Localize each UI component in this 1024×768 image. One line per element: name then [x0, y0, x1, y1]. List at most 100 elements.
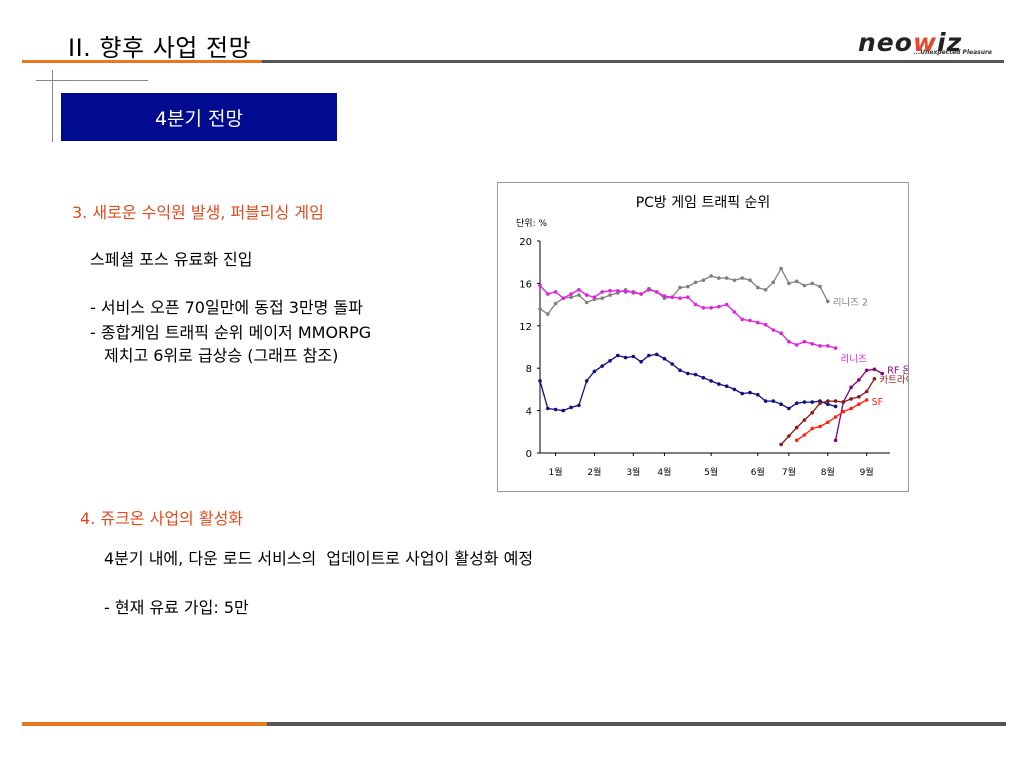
- logo-tagline: ...Unexpected Pleasure: [913, 49, 992, 56]
- data-point: [802, 418, 807, 422]
- data-point: [841, 409, 846, 414]
- y-tick-label: 0: [526, 449, 532, 460]
- data-point: [678, 296, 682, 300]
- data-point: [584, 300, 589, 305]
- x-tick-label: 2월: [587, 466, 601, 478]
- data-point: [724, 384, 729, 388]
- data-point: [686, 295, 690, 299]
- data-point: [740, 391, 744, 396]
- x-tick-label: 6월: [751, 466, 765, 478]
- data-point: [818, 424, 822, 429]
- data-point: [872, 367, 877, 372]
- data-point: [701, 375, 706, 380]
- data-point: [538, 307, 542, 311]
- data-point: [779, 331, 783, 335]
- data-point: [756, 392, 760, 397]
- data-point: [577, 288, 581, 292]
- data-point: [678, 285, 682, 290]
- data-point: [561, 408, 566, 413]
- data-point: [654, 352, 659, 357]
- data-point: [841, 400, 846, 404]
- data-point: [748, 318, 752, 323]
- x-tick-label: 1월: [549, 466, 563, 478]
- data-point: [553, 290, 558, 294]
- data-point: [763, 288, 768, 292]
- data-point: [771, 399, 776, 403]
- data-point: [592, 369, 597, 374]
- y-tick-label: 20: [519, 237, 532, 248]
- data-point: [600, 364, 604, 368]
- data-point: [693, 372, 698, 377]
- section4-line-2: - 현재 유료 가입: 5만: [104, 598, 249, 617]
- data-point: [717, 382, 721, 386]
- data-point: [763, 399, 768, 403]
- series-line-4: [780, 378, 875, 445]
- section4-line-1: 4분기 내에, 다운 로드 서비스의 업데이트로 사업이 활성화 예정: [104, 549, 534, 568]
- data-point: [577, 403, 581, 408]
- data-point: [794, 425, 799, 430]
- series-line-0: [539, 267, 829, 315]
- page-title: II. 향후 사업 전망: [68, 34, 252, 62]
- section3-bullet-2-continued: 제치고 6위로 급상승 (그래프 참조): [104, 346, 339, 365]
- traffic-chart: PC방 게임 트래픽 순위 단위: % 0 4 8 12 16 20 1월 2월 3월 4월 5월 6월 7…: [497, 182, 929, 492]
- series-line-5: [796, 399, 868, 441]
- data-point: [631, 354, 636, 359]
- data-point: [810, 426, 814, 431]
- data-point: [826, 344, 830, 348]
- series-label: 카트라이더: [879, 375, 908, 386]
- data-point: [849, 397, 853, 401]
- section3-bullet-1: - 서비스 오픈 70일만에 동접 3만명 돌파: [90, 298, 363, 317]
- data-point: [662, 356, 667, 361]
- data-point: [771, 328, 776, 332]
- data-point: [810, 342, 814, 346]
- data-point: [740, 317, 744, 322]
- data-point: [569, 295, 573, 299]
- data-point: [833, 404, 838, 409]
- data-point: [810, 410, 814, 415]
- series-label: 리니즈 2: [833, 297, 868, 308]
- data-point: [794, 343, 799, 347]
- data-point: [756, 320, 760, 325]
- data-point: [802, 339, 807, 344]
- data-point: [670, 362, 674, 366]
- data-point: [849, 406, 853, 411]
- data-point: [701, 278, 706, 282]
- data-point: [826, 402, 830, 406]
- data-point: [709, 274, 713, 278]
- x-tick-label: 3월: [626, 466, 640, 478]
- y-tick-label: 12: [519, 322, 532, 333]
- data-point: [538, 283, 542, 288]
- data-point: [864, 398, 869, 402]
- data-point: [826, 299, 830, 304]
- section3-heading: 3. 새로운 수익원 발생, 퍼블리싱 게임: [72, 203, 324, 222]
- decorative-cross-horizontal: [36, 80, 148, 81]
- data-point: [623, 290, 628, 294]
- data-point: [724, 302, 729, 307]
- data-point: [857, 395, 861, 399]
- data-point: [864, 368, 869, 373]
- series-label: 리니즈: [841, 354, 867, 365]
- data-point: [794, 438, 799, 443]
- data-point: [787, 339, 791, 344]
- data-point: [818, 284, 822, 289]
- data-point: [833, 415, 838, 419]
- data-point: [670, 295, 674, 299]
- data-point: [717, 276, 721, 280]
- series-label: RF 온라인: [887, 366, 908, 377]
- data-point: [546, 292, 550, 296]
- x-tick-label: 7월: [782, 466, 796, 478]
- x-tick-label: 4월: [657, 466, 671, 478]
- data-point: [787, 281, 791, 286]
- data-point: [872, 377, 877, 381]
- x-tick-label: 8월: [821, 466, 835, 478]
- data-point: [779, 266, 783, 271]
- data-point: [600, 296, 604, 300]
- data-point: [826, 399, 830, 403]
- neowiz-logo: neowiz ...Unexpected Pleasure: [858, 30, 998, 58]
- data-point: [592, 295, 597, 299]
- decorative-cross-vertical: [52, 70, 53, 142]
- section-banner: 4분기 전망: [61, 93, 337, 141]
- data-point: [833, 346, 838, 350]
- data-point: [647, 353, 651, 358]
